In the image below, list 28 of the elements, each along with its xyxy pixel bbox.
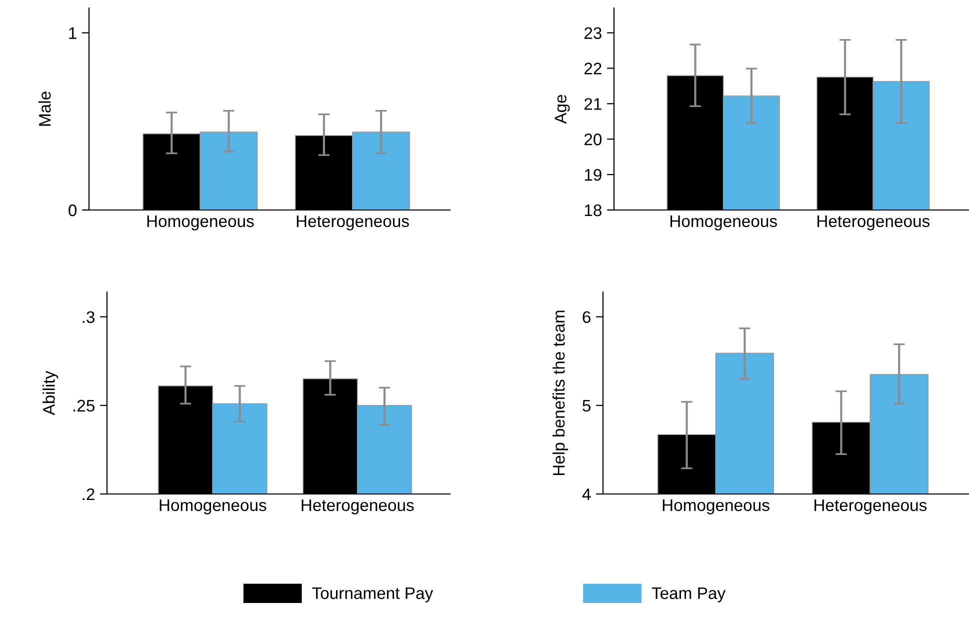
- y-tick-label: 19: [584, 168, 602, 181]
- y-axis-title: Ability: [42, 370, 58, 416]
- y-tick-label: 22: [584, 62, 602, 74]
- x-tick-label: Homogeneous: [670, 215, 777, 230]
- y-axis-title: Help benefits the team: [552, 310, 568, 476]
- y-tick-label: 6: [582, 311, 590, 324]
- x-tick-label: Heterogeneous: [302, 499, 414, 514]
- x-tick-label: Homogeneous: [147, 215, 254, 230]
- y-tick-label: 1: [69, 27, 76, 39]
- legend-label: Team Pay: [652, 587, 726, 602]
- x-tick-label: Heterogeneous: [814, 499, 927, 514]
- y-tick-label: 4: [582, 488, 591, 500]
- y-tick-label: 21: [584, 98, 602, 110]
- x-tick-label: Heterogeneous: [296, 215, 409, 230]
- x-tick-label: Homogeneous: [160, 499, 266, 514]
- y-axis-title: Age: [554, 94, 570, 124]
- legend-label: Tournament Pay: [312, 587, 434, 602]
- y-tick-label: .25: [74, 400, 94, 412]
- x-tick-label: Homogeneous: [662, 499, 770, 514]
- y-tick-label: .3: [82, 311, 94, 324]
- y-tick-label: 18: [584, 204, 602, 216]
- y-tick-label: .2: [82, 488, 94, 500]
- y-tick-label: 23: [584, 27, 602, 40]
- y-tick-label: 5: [582, 400, 590, 412]
- y-axis-title: Male: [38, 92, 51, 126]
- y-tick-label: 20: [584, 134, 602, 146]
- y-tick-label: 0: [68, 204, 77, 216]
- x-tick-label: Heterogeneous: [818, 215, 930, 230]
